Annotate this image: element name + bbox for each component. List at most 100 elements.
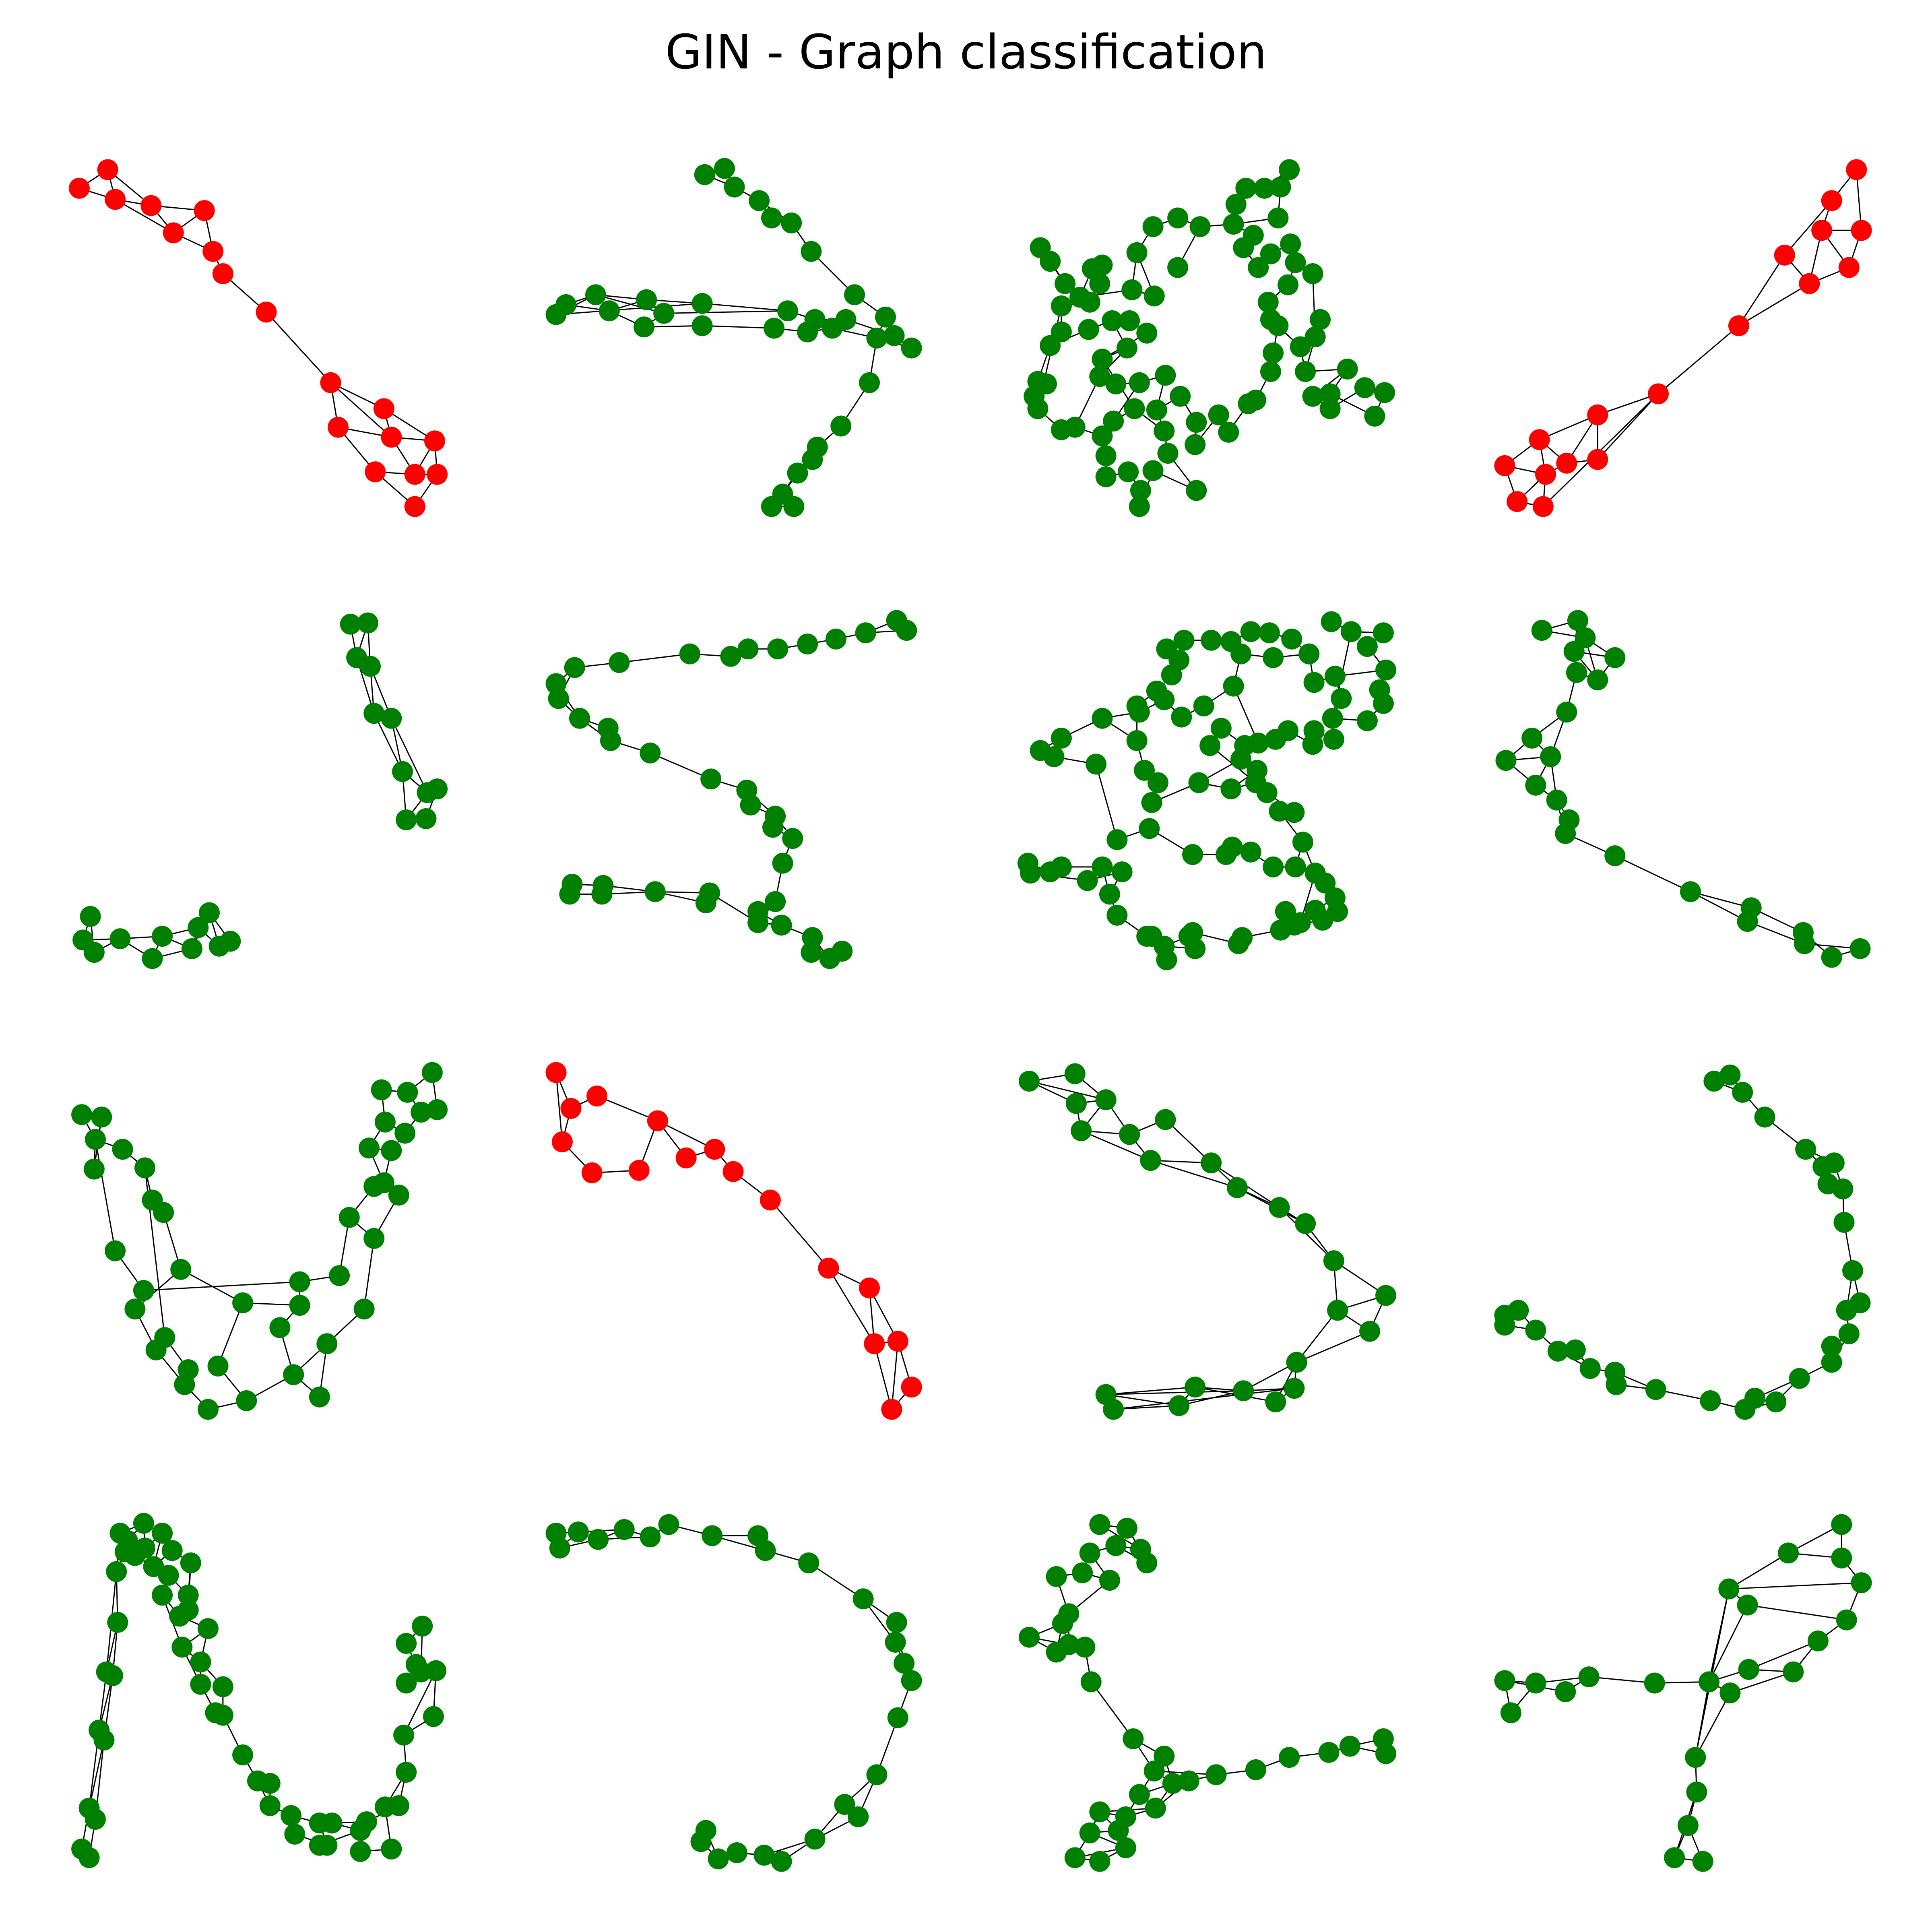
graph-node [1136,1552,1158,1574]
graph-node [1851,1572,1872,1593]
graph-node [220,931,241,952]
graph-edge [1690,891,1748,922]
graph-node [1290,912,1311,933]
graph-node [289,1271,310,1292]
graph-node [1154,689,1175,710]
graph-node [1155,365,1176,386]
graph-panel-11 [1018,1063,1397,1420]
graph-node [397,1082,418,1103]
graph-node [134,1157,155,1179]
graph-node [1167,257,1189,278]
graph-node [1126,730,1148,751]
graph-node [1247,760,1268,781]
graph-panel-5 [72,612,448,969]
graph-nodes [545,1514,922,1872]
graph-node [1578,1666,1600,1688]
graph-node [1331,688,1352,709]
graph-node [109,928,131,949]
graph-edge [828,1267,875,1344]
graph-node [804,1829,826,1850]
graph-node [1356,636,1378,657]
graph-node [852,1588,874,1610]
graph-node [749,190,770,211]
graph-node [152,1523,173,1544]
graph-edge [1296,1331,1370,1363]
graph-node [1185,1377,1206,1398]
graph-node [396,1762,417,1783]
graph-node [105,1240,126,1261]
graph-node [68,178,90,199]
graph-node [1178,1770,1199,1792]
graph-node [1680,881,1701,902]
graph-edge [597,1095,658,1121]
graph-node [1040,335,1061,356]
graph-panel-15 [1018,1514,1397,1872]
graph-edge [1784,200,1832,256]
graph-node [356,1811,377,1833]
graph-node [798,1552,819,1574]
graph-node [1051,727,1072,749]
graph-node [859,1277,880,1298]
graph-node [316,1333,338,1354]
graph-node [1647,383,1669,405]
graph-node [188,917,209,938]
graph-panel-2 [545,158,922,517]
graph-node [1285,252,1306,273]
graph-nodes [71,1062,448,1420]
graph-node [1139,818,1160,839]
graph-node [396,809,417,830]
graph-node [1507,491,1528,512]
graph-node [1535,464,1556,485]
graph-node [1302,386,1323,407]
graph-node [404,496,425,517]
graph-node [212,1676,233,1697]
graph-edge [1296,1310,1338,1363]
graph-node [396,1633,417,1654]
graph-node [559,883,580,905]
graph-edge [1695,1693,1731,1758]
graph-node [644,881,666,902]
graph-edge [1029,1080,1106,1100]
graph-node [1223,675,1244,697]
graph-node [848,1806,869,1827]
graph-node [1566,662,1587,683]
graph-node [171,1637,193,1658]
graph-node [83,1158,105,1180]
graph-node [1136,926,1158,947]
graph-node [102,1665,123,1686]
graph-node [1142,216,1164,237]
graph-edge [555,1072,563,1142]
graph-node [1168,1395,1190,1416]
graph-node [1356,710,1378,731]
graph-node [363,1228,385,1249]
graph-node [83,942,105,963]
graph-node [396,1672,417,1694]
graph-node [363,703,385,724]
graph-node [236,1390,257,1411]
graph-nodes [1017,611,1397,970]
graph-node [1126,242,1148,263]
graph-panel-1 [68,159,448,517]
graph-node [901,1670,922,1691]
graph-node [1295,361,1316,382]
graph-node [1129,372,1150,393]
graph-node [1116,1517,1137,1539]
graph-node [1807,1630,1829,1651]
graph-node [1322,708,1343,729]
graph-node [722,1161,744,1182]
graph-node [1089,1514,1110,1535]
graph-node [80,906,101,927]
graph-node [350,1841,371,1862]
graph-edge [390,718,428,793]
graph-node [161,1540,183,1561]
graph-node [1265,729,1286,750]
graph-edge [1113,1387,1294,1410]
graph-node [1089,273,1110,294]
graph-node [569,708,590,729]
graph-nodes [1494,1514,1872,1872]
graph-node [1823,1152,1845,1174]
graph-node [548,688,569,709]
graph-node [588,1529,609,1550]
graph-node [421,1062,443,1083]
graph-node [695,1820,716,1841]
